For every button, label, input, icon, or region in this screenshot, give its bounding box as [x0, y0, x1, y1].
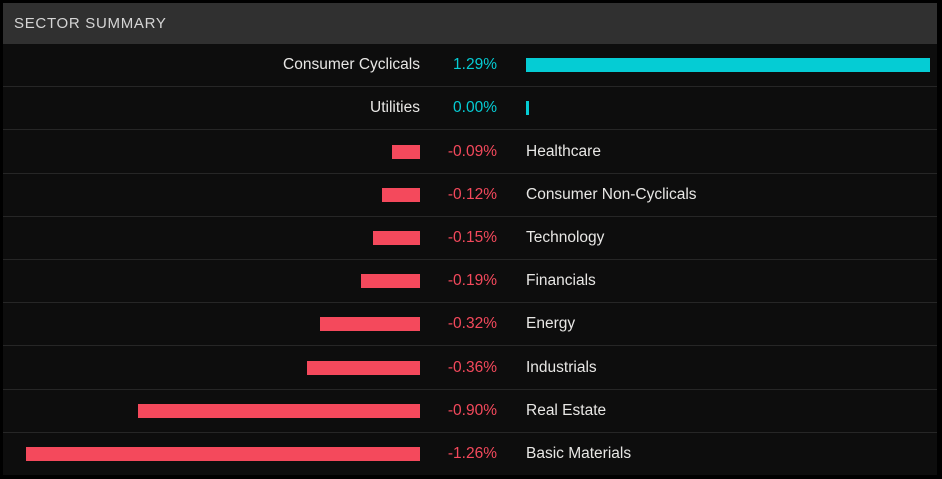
sector-value: 1.29% [453, 56, 497, 74]
sector-label: Utilities [370, 99, 420, 117]
sector-label: Financials [526, 272, 596, 290]
sector-bar-positive [526, 101, 529, 116]
sector-row-utilities[interactable]: Utilities 0.00% [3, 86, 937, 130]
sector-bar-negative [373, 230, 420, 245]
sector-bar-negative [26, 446, 420, 461]
row-left-cell: Utilities [3, 99, 420, 117]
row-right-cell: Real Estate [523, 402, 937, 420]
sector-label: Energy [526, 315, 576, 333]
sector-bar-negative [307, 360, 420, 375]
row-left-cell [3, 274, 420, 289]
row-right-cell: Technology [523, 229, 937, 247]
sector-value: -0.09% [447, 142, 497, 160]
sector-value: -0.32% [447, 315, 497, 333]
row-value-cell: -0.36% [420, 359, 523, 377]
row-value-cell: -0.32% [420, 315, 523, 333]
row-right-cell: Energy [523, 315, 937, 333]
sector-row-consumer-non-cyclicals[interactable]: -0.12% Consumer Non-Cyclicals [3, 172, 937, 216]
row-right-cell [523, 101, 937, 116]
widget-header: SECTOR SUMMARY [3, 3, 937, 44]
row-right-cell: Financials [523, 272, 937, 290]
sector-row-basic-materials[interactable]: -1.26% Basic Materials [3, 431, 937, 476]
row-left-cell [3, 403, 420, 418]
sector-bar-negative [382, 187, 420, 202]
row-right-cell: Basic Materials [523, 445, 937, 463]
sector-row-consumer-cyclicals[interactable]: Consumer Cyclicals 1.29% [3, 44, 937, 87]
sector-label: Healthcare [526, 142, 601, 160]
row-value-cell: -0.90% [420, 402, 523, 420]
row-right-cell: Consumer Non-Cyclicals [523, 186, 937, 204]
row-right-cell: Healthcare [523, 143, 937, 161]
row-right-cell: Industrials [523, 359, 937, 377]
sector-row-financials[interactable]: -0.19% Financials [3, 259, 937, 303]
sector-bar-negative [392, 144, 420, 159]
row-value-cell: -0.19% [420, 272, 523, 290]
row-left-cell [3, 187, 420, 202]
sector-value: -0.90% [447, 401, 497, 419]
sector-value: -0.15% [447, 228, 497, 246]
row-left-cell [3, 360, 420, 375]
sector-rows: Consumer Cyclicals 1.29% Utilities 0.00% [3, 44, 937, 476]
sector-label: Real Estate [526, 401, 607, 419]
row-left-cell: Consumer Cyclicals [3, 56, 420, 74]
row-value-cell: -1.26% [420, 445, 523, 463]
sector-value: -0.36% [447, 358, 497, 376]
row-left-cell [3, 446, 420, 461]
sector-bar-negative [138, 403, 420, 418]
row-value-cell: -0.15% [420, 229, 523, 247]
row-value-cell: 0.00% [420, 99, 523, 117]
sector-row-healthcare[interactable]: -0.09% Healthcare [3, 129, 937, 173]
sector-value: -1.26% [447, 444, 497, 462]
row-value-cell: 1.29% [420, 56, 523, 74]
sector-row-industrials[interactable]: -0.36% Industrials [3, 345, 937, 389]
row-right-cell [523, 58, 937, 73]
row-left-cell [3, 230, 420, 245]
sector-value: 0.00% [453, 99, 497, 117]
sector-label: Technology [526, 228, 605, 246]
row-left-cell [3, 144, 420, 159]
row-value-cell: -0.12% [420, 186, 523, 204]
sector-row-real-estate[interactable]: -0.90% Real Estate [3, 388, 937, 432]
row-value-cell: -0.09% [420, 143, 523, 161]
sector-bar-positive [526, 58, 930, 73]
sector-row-energy[interactable]: -0.32% Energy [3, 302, 937, 346]
sector-row-technology[interactable]: -0.15% Technology [3, 215, 937, 260]
sector-bar-negative [320, 317, 420, 332]
widget-title: SECTOR SUMMARY [14, 15, 167, 32]
row-left-cell [3, 317, 420, 332]
sector-label: Industrials [526, 358, 597, 376]
sector-label: Basic Materials [526, 444, 632, 462]
sector-label: Consumer Cyclicals [283, 56, 420, 74]
sector-bar-negative [361, 274, 420, 289]
sector-value: -0.12% [447, 185, 497, 203]
sector-value: -0.19% [447, 272, 497, 290]
sector-label: Consumer Non-Cyclicals [526, 185, 697, 203]
